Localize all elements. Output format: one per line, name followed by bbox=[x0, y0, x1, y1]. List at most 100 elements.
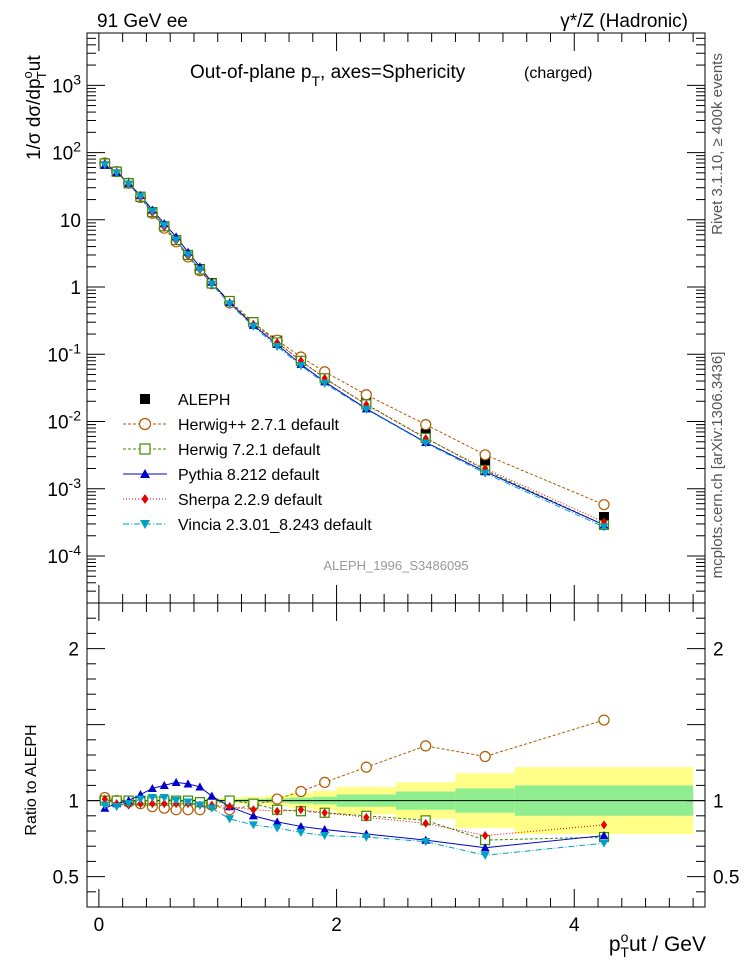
legend-marker-herwig-7-2-1-default bbox=[139, 443, 151, 455]
ratio-y-tick-label-left: 1 bbox=[68, 792, 79, 813]
data-point-vincia-2-3-01-8-243-default bbox=[195, 266, 205, 275]
data-point-aleph bbox=[598, 512, 609, 523]
data-point-vincia-2-3-01-8-243-default bbox=[100, 161, 110, 170]
header-right-label: γ*/Z (Hadronic) bbox=[560, 11, 688, 32]
legend-marker-sherpa-2-2-9-default bbox=[141, 494, 149, 504]
mcplots-label: mcplots.cern.ch [arXiv:1306.3436] bbox=[709, 352, 726, 579]
legend-label-herwig-2-7-1-default: Herwig++ 2.7.1 default bbox=[178, 417, 340, 434]
ratio-point-pythia-8-212-default bbox=[320, 824, 330, 834]
ratio-y-tick-label-right: 1 bbox=[713, 792, 724, 813]
ratio-point-herwig-2-7-1-default bbox=[271, 793, 283, 805]
ratio-point-herwig-2-7-1-default bbox=[295, 785, 307, 798]
ratio-point-sherpa-2-2-9-default bbox=[422, 818, 429, 828]
ratio-y-tick-label-right: 2 bbox=[713, 640, 724, 661]
ratio-point-vincia-2-3-01-8-243-default bbox=[480, 851, 490, 860]
ratio-point-vincia-2-3-01-8-243-default bbox=[361, 833, 371, 842]
legend-marker-herwig-2-7-1-default bbox=[138, 417, 152, 431]
ratio-point-pythia-8-212-default bbox=[171, 777, 181, 786]
main-y-tick-label: 102 bbox=[52, 139, 81, 165]
ratio-point-pythia-8-212-default bbox=[480, 843, 490, 852]
ratio-point-sherpa-2-2-9-default bbox=[137, 799, 144, 809]
legend-marker-pythia-8-212-default bbox=[140, 469, 150, 478]
ratio-point-vincia-2-3-01-8-243-default bbox=[171, 797, 181, 806]
ratio-point-vincia-2-3-01-8-243-default bbox=[248, 821, 258, 830]
ratio-point-sherpa-2-2-9-default bbox=[250, 805, 257, 815]
ratio-point-pythia-8-212-default bbox=[272, 817, 282, 826]
ratio-point-vincia-2-3-01-8-243-default bbox=[195, 801, 205, 810]
data-point-herwig-2-7-1-default bbox=[598, 499, 610, 511]
ratio-point-vincia-2-3-01-8-243-default bbox=[112, 803, 122, 812]
ratio-point-sherpa-2-2-9-default bbox=[600, 820, 608, 830]
main-y-tick-label: 10-4 bbox=[47, 542, 81, 568]
data-point-vincia-2-3-01-8-243-default bbox=[421, 439, 431, 448]
ratio-point-pythia-8-212-default bbox=[248, 811, 258, 820]
legend-label-aleph: ALEPH bbox=[178, 392, 230, 409]
data-point-vincia-2-3-01-8-243-default bbox=[171, 236, 181, 245]
ratio-point-sherpa-2-2-9-default bbox=[297, 805, 305, 815]
ratio-point-sherpa-2-2-9-default bbox=[274, 806, 281, 816]
ratio-y-tick-label-left: 2 bbox=[68, 640, 79, 661]
ratio-point-herwig-2-7-1-default bbox=[479, 750, 491, 763]
ratio-point-vincia-2-3-01-8-243-default bbox=[272, 824, 282, 833]
legend-marker-aleph bbox=[140, 394, 150, 404]
ratio-point-vincia-2-3-01-8-243-default bbox=[147, 793, 157, 803]
main-y-axis-label: 1/σ dσ/dpoTut bbox=[20, 55, 49, 160]
ratio-point-herwig-2-7-1-default bbox=[420, 740, 432, 752]
ratio-point-pythia-8-212-default bbox=[599, 831, 609, 840]
ratio-point-vincia-2-3-01-8-243-default bbox=[320, 831, 330, 841]
data-point-vincia-2-3-01-8-243-default bbox=[135, 193, 145, 202]
ratio-point-herwig-2-7-1-default bbox=[360, 761, 372, 773]
rivet-label: Rivet 3.1.10, ≥ 400k events bbox=[709, 53, 726, 235]
ratio-point-sherpa-2-2-9-default bbox=[226, 802, 233, 812]
legend-label-herwig-7-2-1-default: Herwig 7.2.1 default bbox=[178, 442, 321, 459]
main-panel: 10-4 10-3 10-2 10-1 1 10 102 103 ALEPH Herwig++ 2… bbox=[20, 32, 706, 604]
ratio-point-sherpa-2-2-9-default bbox=[363, 812, 370, 822]
data-point-vincia-2-3-01-8-243-default bbox=[183, 251, 193, 260]
data-point-vincia-2-3-01-8-243-default bbox=[112, 169, 122, 178]
ratio-point-vincia-2-3-01-8-243-default bbox=[124, 800, 134, 809]
ratio-y-tick-label-right: 0.5 bbox=[713, 868, 739, 889]
ratio-point-vincia-2-3-01-8-243-default bbox=[100, 801, 110, 810]
main-y-tick-label: 10-3 bbox=[47, 475, 81, 501]
ratio-point-sherpa-2-2-9-default bbox=[321, 808, 328, 818]
data-point-aleph bbox=[480, 455, 491, 466]
main-y-tick-label: 103 bbox=[52, 71, 81, 97]
x-axis-label: po Tut / GeV bbox=[609, 929, 706, 960]
ratio-point-vincia-2-3-01-8-243-default bbox=[225, 815, 235, 824]
ratio-frame bbox=[86, 602, 706, 908]
ratio-point-pythia-8-212-default bbox=[147, 783, 157, 793]
main-y-tick-label: 10 bbox=[60, 211, 81, 232]
main-y-tick-label: 10-1 bbox=[47, 340, 81, 366]
ratio-point-pythia-8-212-default bbox=[195, 782, 205, 791]
data-point-vincia-2-3-01-8-243-default bbox=[320, 379, 330, 388]
legend-label-pythia-8-212-default: Pythia 8.212 default bbox=[178, 467, 320, 484]
ratio-point-herwig-2-7-1-default bbox=[319, 776, 331, 788]
data-point-vincia-2-3-01-8-243-default bbox=[225, 300, 235, 309]
legend-label-sherpa-2-2-9-default: Sherpa 2.2.9 default bbox=[178, 492, 323, 509]
legend-marker-vincia-2-3-01-8-243-default bbox=[140, 520, 150, 529]
ratio-point-sherpa-2-2-9-default bbox=[481, 831, 489, 841]
main-y-tick-label: 10-2 bbox=[47, 408, 81, 434]
ratio-x-tick-label: 4 bbox=[569, 915, 580, 936]
ratio-point-pythia-8-212-default bbox=[296, 821, 306, 831]
ratio-x-tick-label: 0 bbox=[94, 915, 105, 936]
chart-title-suffix: (charged) bbox=[524, 65, 592, 82]
data-point-herwig-2-7-1-default bbox=[360, 389, 372, 401]
ratio-point-sherpa-2-2-9-default bbox=[161, 799, 168, 809]
data-point-vincia-2-3-01-8-243-default bbox=[248, 322, 258, 331]
data-point-vincia-2-3-01-8-243-default bbox=[361, 405, 371, 414]
legend-label-vincia-2-3-01-8-243-default: Vincia 2.3.01_8.243 default bbox=[178, 517, 372, 534]
ratio-point-vincia-2-3-01-8-243-default bbox=[183, 798, 193, 807]
data-point-vincia-2-3-01-8-243-default bbox=[207, 280, 217, 289]
ratio-point-herwig-2-7-1-default bbox=[598, 714, 610, 726]
ratio-point-sherpa-2-2-9-default bbox=[101, 794, 108, 804]
data-point-herwig-2-7-1-default bbox=[479, 449, 491, 461]
header-left-label: 91 GeV ee bbox=[97, 11, 188, 32]
ratio-y-axis-label: Ratio to ALEPH bbox=[23, 724, 40, 835]
data-point-vincia-2-3-01-8-243-default bbox=[272, 343, 282, 352]
ratio-point-vincia-2-3-01-8-243-default bbox=[421, 838, 431, 847]
ratio-y-tick-label-left: 0.5 bbox=[53, 868, 79, 889]
main-y-tick-label: 1 bbox=[70, 278, 81, 299]
ratio-point-pythia-8-212-default bbox=[207, 791, 217, 800]
